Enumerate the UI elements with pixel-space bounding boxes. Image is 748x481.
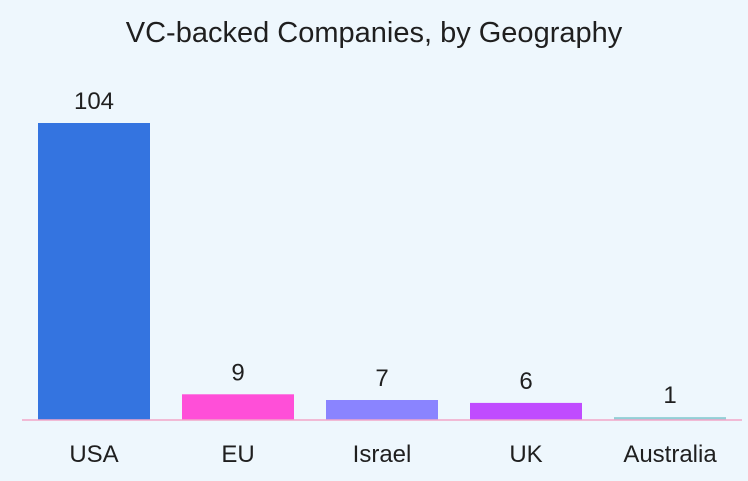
tick-label-usa: USA [69, 441, 118, 468]
bars-group [38, 123, 726, 420]
bar-israel [326, 400, 438, 420]
bar-australia [614, 417, 726, 420]
value-label-eu: 9 [231, 359, 244, 386]
value-label-usa: 104 [74, 88, 114, 115]
tick-label-eu: EU [221, 441, 254, 468]
x-axis-tick-labels: USA EU Israel UK Australia [69, 441, 717, 468]
bar-eu [182, 394, 294, 420]
tick-label-israel: Israel [353, 441, 412, 468]
tick-label-uk: UK [509, 441, 542, 468]
value-labels-group: 104 9 7 6 1 [74, 88, 677, 409]
bar-uk [470, 402, 582, 420]
bar-usa [38, 123, 150, 420]
tick-label-australia: Australia [623, 441, 717, 468]
chart-title: VC-backed Companies, by Geography [125, 17, 623, 49]
value-label-uk: 6 [519, 368, 532, 395]
value-label-israel: 7 [375, 365, 388, 392]
value-label-australia: 1 [663, 382, 676, 409]
